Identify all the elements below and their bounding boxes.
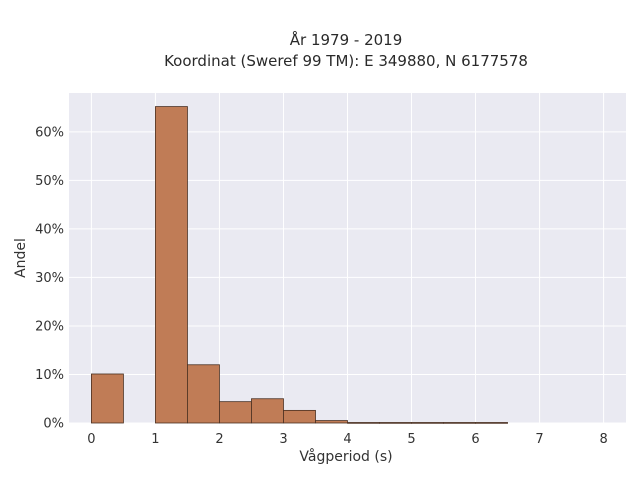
histogram-bar — [91, 373, 124, 424]
x-tick-label: 1 — [151, 432, 159, 447]
histogram-bar — [251, 398, 284, 424]
histogram-bar — [155, 106, 188, 424]
histogram-bar — [443, 422, 476, 424]
x-tick-label: 4 — [343, 432, 351, 447]
x-tick-label: 2 — [215, 432, 223, 447]
x-tick-label: 8 — [599, 432, 607, 447]
x-axis-title: Vågperiod (s) — [299, 448, 392, 465]
histogram-bars — [91, 106, 508, 424]
y-tick-label: 40% — [35, 222, 64, 237]
x-tick-label: 5 — [407, 432, 415, 447]
y-tick-label: 50% — [35, 174, 64, 189]
histogram-bar — [347, 422, 380, 424]
histogram-bar — [379, 422, 412, 424]
histogram-bar — [411, 422, 444, 424]
y-tick-label: 0% — [43, 417, 64, 432]
tick-labels: 0 1 2 3 4 5 6 7 8 0% 10% 20% 30% 40% 50% 60% — [35, 125, 608, 447]
x-tick-label: 3 — [279, 432, 287, 447]
y-tick-label: 60% — [35, 125, 64, 140]
x-tick-label: 7 — [535, 432, 543, 447]
histogram-bar — [475, 422, 508, 424]
y-tick-label: 30% — [35, 271, 64, 286]
x-tick-label: 0 — [87, 432, 95, 447]
x-tick-label: 6 — [471, 432, 479, 447]
histogram-bar — [219, 401, 252, 424]
y-axis-title: Andel — [13, 238, 29, 278]
histogram-bar — [187, 364, 220, 424]
chart-title-line-1: År 1979 - 2019 — [290, 30, 403, 49]
y-tick-label: 20% — [35, 319, 64, 334]
histogram-bar — [315, 420, 348, 424]
chart-title-line-2: Koordinat (Sweref 99 TM): E 349880, N 61… — [164, 52, 528, 70]
y-tick-label: 10% — [35, 368, 64, 383]
histogram-bar — [283, 409, 316, 424]
